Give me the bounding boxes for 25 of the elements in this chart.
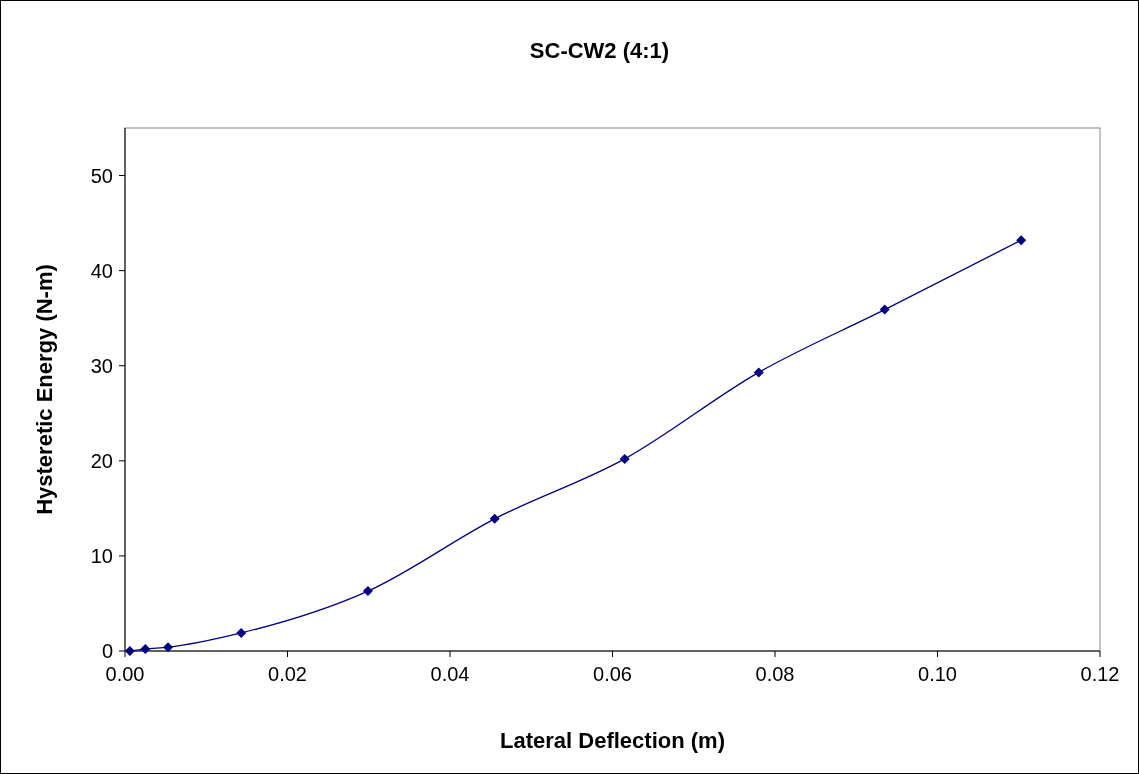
x-axis-title: Lateral Deflection (m) xyxy=(500,728,725,753)
x-tick-label: 0.06 xyxy=(593,663,632,685)
x-tick-label: 0.12 xyxy=(1080,663,1120,685)
point xyxy=(163,642,174,653)
point xyxy=(753,367,764,378)
point xyxy=(140,644,151,655)
x-tick-label: 0.00 xyxy=(105,663,145,685)
y-tick-label: 40 xyxy=(90,259,113,282)
y-tick-label: 20 xyxy=(90,449,113,472)
point xyxy=(362,586,373,597)
x-tick-label: 0.02 xyxy=(268,663,307,685)
y-axis-title: Hysteretic Energy (N-m) xyxy=(32,264,57,515)
point xyxy=(619,453,630,464)
y-tick-label: 30 xyxy=(90,354,113,377)
y-tick-label: 50 xyxy=(90,164,113,187)
point xyxy=(1016,235,1027,246)
chart-title: SC-CW2 (4:1) xyxy=(529,38,670,63)
x-tick-label: 0.04 xyxy=(430,663,470,685)
point xyxy=(236,627,247,638)
point xyxy=(879,304,890,315)
y-tick-label: 10 xyxy=(90,544,113,567)
y-tick-label: 0 xyxy=(101,640,113,662)
point xyxy=(489,513,500,524)
x-tick-label: 0.08 xyxy=(755,663,795,685)
x-tick-label: 0.10 xyxy=(918,663,957,685)
